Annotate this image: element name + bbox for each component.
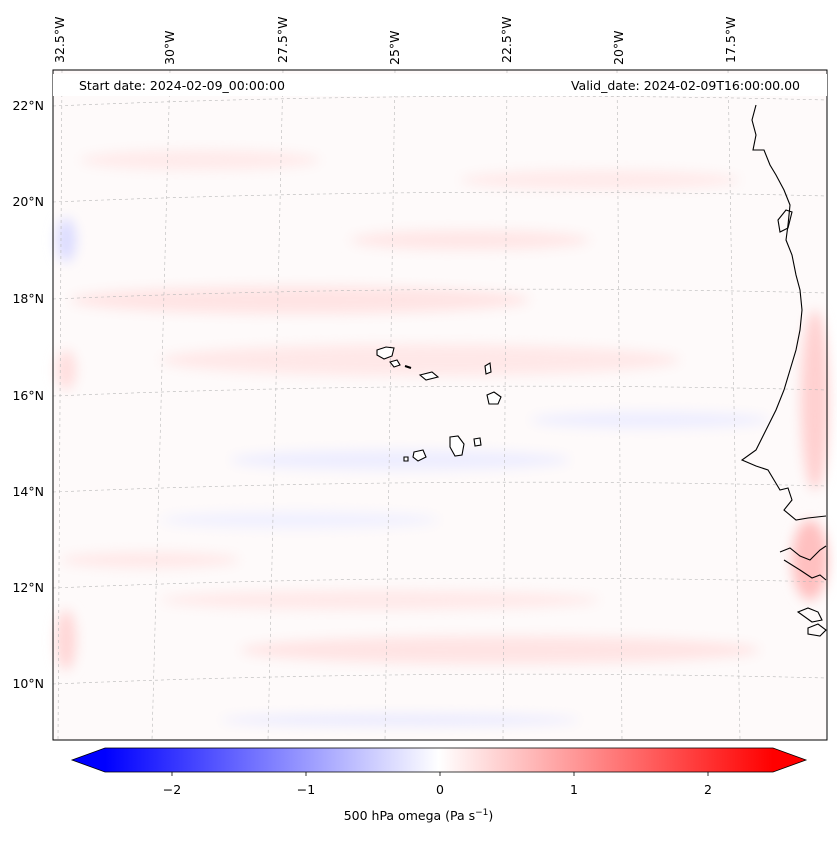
island-dot — [404, 365, 412, 369]
cape-verde-islands — [376, 346, 502, 462]
lat-label: 18°N — [12, 291, 44, 306]
lat-label: 10°N — [12, 676, 44, 691]
coastline — [740, 104, 827, 637]
colorbar-tick-label: 1 — [570, 782, 578, 797]
colorbar-label-main: 500 hPa omega (Pa s — [343, 808, 476, 824]
lon-label: 17.5°W — [723, 16, 738, 63]
lon-label: 27.5°W — [275, 16, 290, 63]
colorbar-body — [105, 748, 773, 772]
colorbar — [70, 747, 808, 776]
lon-label: 25°W — [387, 30, 402, 65]
lat-label: 14°N — [12, 484, 44, 499]
colorbar-max-extend — [773, 748, 806, 772]
colorbar-label: 500 hPa omega (Pa s−1) — [0, 808, 837, 823]
valid-date-label: Valid_date: 2024-02-09T16:00:00.00 — [570, 78, 800, 93]
lat-label: 12°N — [12, 580, 44, 595]
lon-label: 32.5°W — [52, 16, 67, 63]
graticule — [52, 69, 828, 741]
colorbar-ticks — [171, 772, 709, 776]
lon-label: 30°W — [162, 30, 177, 65]
lat-label: 20°N — [12, 194, 44, 209]
colorbar-tick-label: −2 — [162, 782, 182, 797]
colorbar-tick-label: −1 — [296, 782, 316, 797]
colorbar-outline — [70, 747, 808, 773]
colorbar-label-end: ) — [488, 808, 494, 824]
start-date-label: Start date: 2024-02-09_00:00:00 — [79, 78, 285, 93]
map-frame — [52, 69, 828, 741]
colorbar-tick-label: 0 — [436, 782, 444, 797]
lat-label: 16°N — [12, 388, 44, 403]
colorbar-label-exponent: −1 — [475, 808, 489, 818]
omega-field-patches — [56, 150, 829, 726]
lat-label: 22°N — [12, 98, 44, 113]
info-bar — [53, 74, 827, 96]
lon-label: 20°W — [611, 30, 626, 65]
colorbar-min-extend — [72, 748, 105, 772]
lon-label: 22.5°W — [499, 16, 514, 63]
colorbar-tick-label: 2 — [704, 782, 712, 797]
